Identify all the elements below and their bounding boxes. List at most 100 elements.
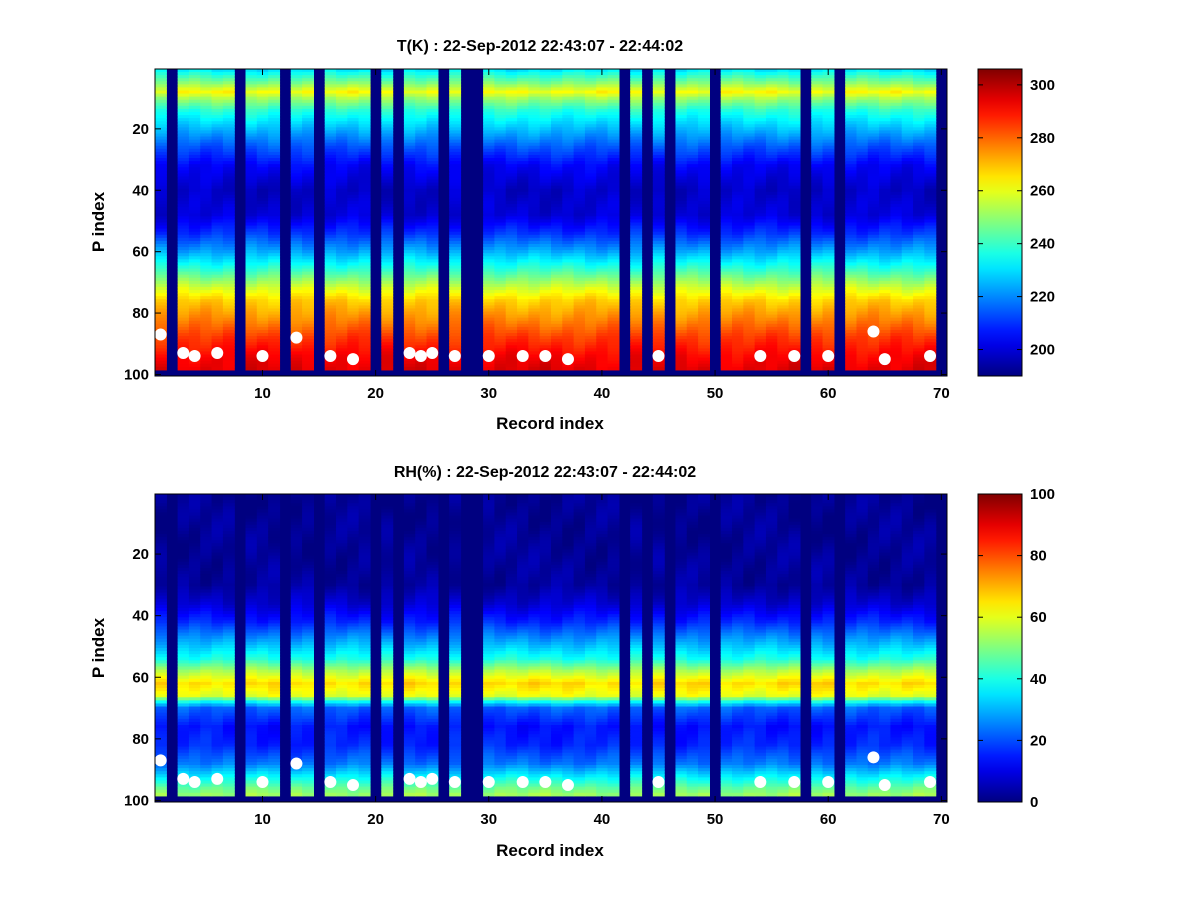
heatmap-cell <box>777 148 790 153</box>
heatmap-cell <box>856 124 869 128</box>
heatmap-cell <box>188 253 201 257</box>
heatmap-cell <box>630 345 643 349</box>
heatmap-cell <box>155 170 167 174</box>
heatmap-cell <box>584 84 597 89</box>
heatmap-cell <box>211 256 224 260</box>
heatmap-cell <box>573 222 586 227</box>
heatmap-cell <box>732 182 744 187</box>
heatmap-cell <box>415 99 428 104</box>
heatmap-cell <box>698 271 710 276</box>
heatmap-cell <box>698 351 710 356</box>
heatmap-cell <box>188 145 201 150</box>
heatmap-cell <box>732 213 744 217</box>
heatmap-cell <box>788 360 801 365</box>
heatmap-cell <box>562 136 575 141</box>
heatmap-cell <box>358 326 371 331</box>
heatmap-cell <box>562 243 575 248</box>
heatmap-cell <box>268 243 281 248</box>
heatmap-cell <box>845 69 858 73</box>
heatmap-cell <box>777 274 790 279</box>
heatmap-cell <box>879 219 892 224</box>
heatmap-cell <box>347 329 360 334</box>
heatmap-cell <box>845 274 858 279</box>
heatmap-cell <box>290 265 303 270</box>
heatmap-cell <box>573 188 586 193</box>
heatmap-cell <box>551 274 563 279</box>
heatmap-cell <box>573 225 586 230</box>
heatmap-cell <box>584 317 597 322</box>
heatmap-cell <box>732 173 744 178</box>
heatmap-cell <box>551 90 563 95</box>
heatmap-cell <box>211 173 224 178</box>
heatmap-cell <box>177 240 190 245</box>
heatmap-cell <box>845 188 858 193</box>
heatmap-cell <box>449 72 462 76</box>
heatmap-cell <box>890 357 903 362</box>
heatmap-cell <box>347 87 360 92</box>
heatmap-cell <box>845 78 858 82</box>
heatmap-cell <box>222 170 235 174</box>
heatmap-cell <box>698 191 710 196</box>
heatmap-cell <box>324 210 337 214</box>
heatmap-cell <box>347 345 360 349</box>
heatmap-cell <box>551 222 563 227</box>
heatmap-cell <box>358 188 371 193</box>
heatmap-cell <box>777 127 790 131</box>
heatmap-cell <box>811 81 824 85</box>
heatmap-cell <box>822 96 835 101</box>
heatmap-cell <box>607 366 620 371</box>
heatmap-cell <box>256 305 269 310</box>
heatmap-cell <box>483 243 496 248</box>
heatmap-cell <box>358 317 371 322</box>
heatmap-cell <box>732 164 744 168</box>
heatmap-cell <box>788 336 801 340</box>
heatmap-cell <box>811 84 824 89</box>
heatmap-cell <box>720 333 733 337</box>
heatmap-cell <box>517 154 529 159</box>
heatmap-cell <box>551 148 563 153</box>
heatmap-cell <box>551 339 563 343</box>
heatmap-cell <box>879 133 892 138</box>
heatmap-cell <box>562 154 575 159</box>
heatmap-cell <box>155 348 167 353</box>
heatmap-cell <box>845 271 858 276</box>
heatmap-cell <box>754 314 767 319</box>
heatmap-cell <box>788 305 801 310</box>
heatmap-cell <box>822 339 835 343</box>
heatmap-cell <box>754 136 767 141</box>
heatmap-cell <box>596 329 609 334</box>
heatmap-cell <box>528 133 541 138</box>
heatmap-cell <box>358 228 371 233</box>
heatmap-cell <box>777 280 790 285</box>
heatmap-cell <box>290 299 303 303</box>
heatmap-cell <box>698 243 710 248</box>
heatmap-cell <box>302 354 314 359</box>
heatmap-cell <box>358 247 371 251</box>
heatmap-cell <box>630 69 643 73</box>
heatmap-cell <box>822 176 835 181</box>
heatmap-cell <box>256 201 269 205</box>
heatmap-cell <box>324 333 337 337</box>
heatmap-cell <box>607 213 620 217</box>
heatmap-cell <box>765 357 778 362</box>
heatmap-cell <box>517 360 529 365</box>
heatmap-cell <box>358 90 371 95</box>
heatmap-cell <box>596 185 609 190</box>
heatmap-cell <box>336 326 348 331</box>
heatmap-cell <box>290 124 303 128</box>
heatmap-cell <box>211 360 224 365</box>
heatmap-cell <box>505 360 518 365</box>
heatmap-cell <box>200 158 213 162</box>
heatmap-cell <box>856 363 869 368</box>
heatmap-cell <box>720 268 733 273</box>
heatmap-cell <box>652 323 665 328</box>
heatmap-cell <box>686 302 699 306</box>
heatmap-cell <box>539 342 552 346</box>
heatmap-cell <box>302 75 314 79</box>
heatmap-cell <box>347 69 360 73</box>
heatmap-cell <box>573 228 586 233</box>
heatmap-cell <box>324 225 337 230</box>
heatmap-cell <box>256 339 269 343</box>
heatmap-cell <box>743 290 756 294</box>
heatmap-cell <box>607 243 620 248</box>
